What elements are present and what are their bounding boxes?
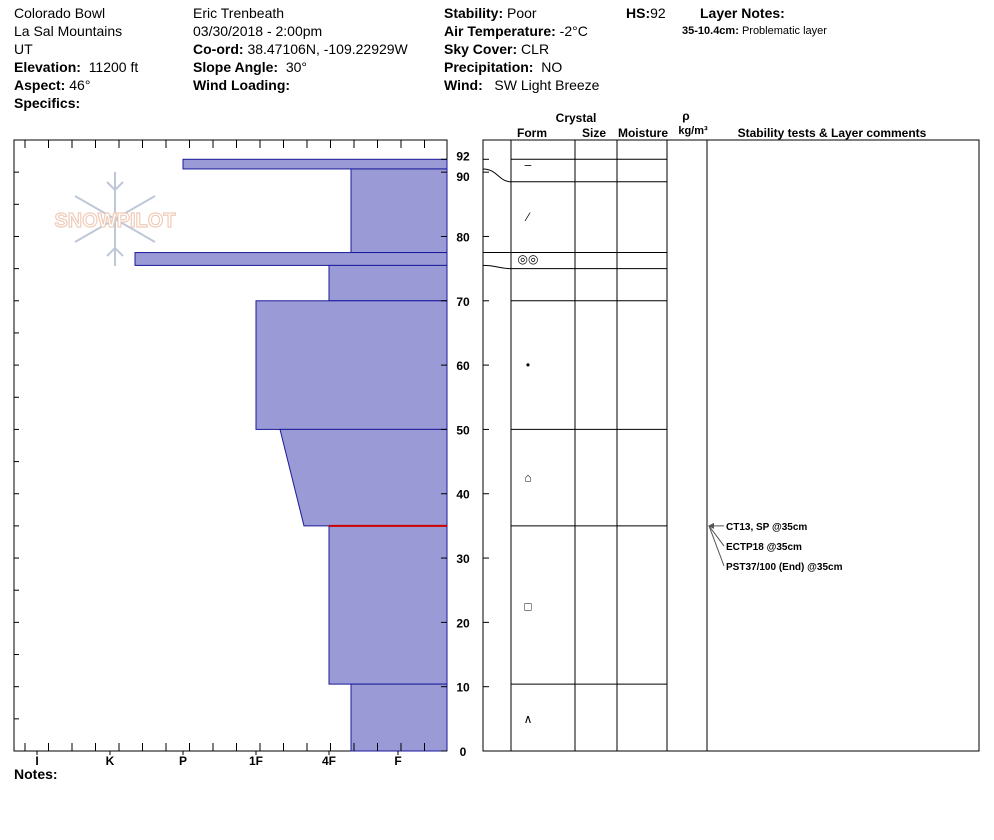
size-heading: Size [582,126,606,140]
wind: Wind: SW Light Breeze [444,77,600,93]
layer-notes-title: Layer Notes: [700,5,785,21]
grain-form-symbol: ◎◎ [518,252,539,266]
snowpilot-logo: SNOWPILOT [54,172,176,266]
layer-connector-line [482,168,512,183]
depth-tick-label: 60 [456,359,470,373]
density-unit-heading: kg/m³ [678,125,708,137]
layer-note: 35-10.4cm: Problematic layer [682,25,827,37]
hardness-layer-bar [328,264,448,302]
stability: Stability: Poor [444,5,537,21]
header-col-conditions: Stability: Poor Air Temperature: -2°C Sk… [444,4,599,94]
depth-tick-label: 80 [456,230,470,244]
depth-tick-label: 50 [456,423,470,437]
stability-heading: Stability tests & Layer comments [738,126,927,140]
observation-datetime: 03/30/2018 - 2:00pm [193,23,323,39]
hardness-tick-label: 1F [249,754,263,768]
hardness-tick-label: I [35,754,38,768]
stability-test-leader [708,525,725,547]
depth-tick-label: 0 [460,745,467,759]
hardness-layer-bar [328,525,448,685]
hardness-layer-bar [279,428,448,527]
hardness-layer-bar [182,158,448,170]
slope-angle: Slope Angle: 30° [193,59,307,75]
depth-tick-label: 40 [456,488,470,502]
stability-test-label: CT13, SP @35cm [726,522,807,533]
snow-height: HS:92 [626,5,666,21]
grain-form-symbol: □ [524,599,531,613]
depth-tick-label: 20 [456,616,470,630]
layer-table-frame [482,139,980,752]
logo-text: SNOWPILOT [54,210,175,232]
depth-tick-label: 30 [456,552,470,566]
form-heading: Form [517,126,547,140]
grain-form-symbol: • [526,358,530,372]
grain-form-symbol: ∧ [524,712,533,726]
specifics: Specifics: [14,95,81,111]
hardness-tick-label: K [106,754,115,768]
elevation: Elevation: 11200 ft [14,59,139,75]
coordinates: Co-ord: 38.47106N, -109.22929W [193,41,408,57]
stability-test-label: ECTP18 @35cm [726,542,802,553]
grain-form-symbol: ⁄ [524,210,531,224]
stability-test-leader [708,525,725,567]
mountain-range: La Sal Mountains [14,23,123,39]
hardness-layer-bar [255,300,448,430]
crystal-heading: Crystal [556,111,597,125]
location-name: Colorado Bowl [14,5,106,21]
depth-tick-label: 92 [456,149,470,163]
state: UT [14,41,33,57]
depth-tick-label: 10 [456,681,470,695]
observer-name: Eric Trenbeath [193,5,285,21]
stability-test-label: PST37/100 (End) @35cm [726,562,843,573]
sky-cover: Sky Cover: CLR [444,41,550,57]
hardness-layer-bar [134,252,448,266]
hardness-tick-label: 4F [322,754,336,768]
header-col-observer: Eric Trenbeath 03/30/2018 - 2:00pm Co-or… [193,4,408,94]
depth-tick-label: 70 [456,295,470,309]
moisture-heading: Moisture [618,126,668,140]
hardness-layer-bar [350,683,448,752]
air-temperature: Air Temperature: -2°C [444,23,588,39]
wind-loading: Wind Loading: [193,77,291,93]
hardness-layer-bar [350,168,448,254]
layer-connector-line [482,264,512,270]
hardness-tick-label: P [179,754,187,768]
hardness-tick-label: F [394,754,401,768]
aspect: Aspect: 46° [14,77,91,93]
stability-test-arrowhead [708,522,714,529]
grain-form-symbol: ⌂ [524,471,531,485]
rho-heading: ρ [682,109,689,123]
precipitation: Precipitation: NO [444,59,563,75]
grain-form-symbol: – [525,157,532,171]
header-col-location: Colorado Bowl La Sal Mountains UT Elevat… [14,4,138,112]
notes-label: Notes: [14,766,58,782]
depth-tick-label: 90 [456,170,470,184]
